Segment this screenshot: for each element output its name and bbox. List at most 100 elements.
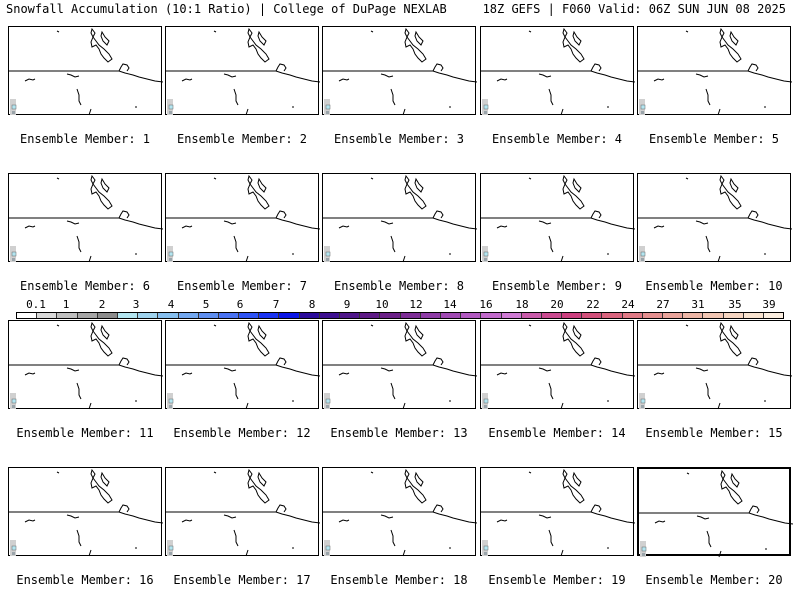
- member-map: [323, 468, 477, 557]
- snowfall-shading: [482, 540, 489, 556]
- legend-swatch: [319, 313, 340, 318]
- member-label: Ensemble Member: 9: [491, 279, 623, 293]
- member-map: [9, 321, 163, 410]
- member-map-panel[interactable]: [165, 467, 320, 557]
- member-label: Ensemble Member: 2: [176, 132, 308, 146]
- legend-swatch: [723, 313, 744, 318]
- member-map-panel[interactable]: [480, 173, 635, 263]
- member-label: Ensemble Member: 16: [16, 573, 154, 587]
- member-label: Ensemble Member: 3: [333, 132, 465, 146]
- legend-swatch: [158, 313, 179, 318]
- run-info: 18Z GEFS | F060 Valid: 06Z SUN JUN 08 20…: [482, 2, 786, 16]
- snowfall-shading: [324, 393, 331, 409]
- member-map: [481, 321, 635, 410]
- member-map-panel[interactable]: [8, 467, 163, 557]
- legend-swatch: [440, 313, 462, 318]
- legend-label: 20: [550, 298, 564, 311]
- legend-swatch: [57, 313, 78, 318]
- member-map: [638, 321, 792, 410]
- member-map-panel[interactable]: [322, 173, 477, 263]
- legend-swatch: [743, 313, 764, 318]
- legend-swatch: [400, 313, 421, 318]
- legend-swatch: [562, 313, 583, 318]
- legend-label: 24: [621, 298, 635, 311]
- legend-swatch: [582, 313, 603, 318]
- member-map-panel[interactable]: [480, 26, 635, 116]
- member-label: Ensemble Member: 1: [19, 132, 151, 146]
- member-label: Ensemble Member: 7: [176, 279, 308, 293]
- member-map-panel[interactable]: [322, 320, 477, 410]
- snowfall-shading: [10, 246, 17, 262]
- legend-label: 31: [691, 298, 705, 311]
- legend-swatch: [683, 313, 704, 318]
- legend-label: 18: [515, 298, 529, 311]
- member-map: [9, 468, 163, 557]
- member-map-panel[interactable]: [8, 320, 163, 410]
- legend-swatch: [763, 313, 784, 318]
- member-map-panel[interactable]: [480, 467, 635, 557]
- legend-swatch: [420, 313, 441, 318]
- member-label: Ensemble Member: 5: [648, 132, 780, 146]
- legend-swatch: [541, 313, 563, 318]
- legend-swatch: [17, 313, 38, 318]
- legend-label: 16: [479, 298, 493, 311]
- legend-label: 27: [656, 298, 670, 311]
- member-map-panel[interactable]: [165, 173, 320, 263]
- member-label: Ensemble Member: 18: [330, 573, 468, 587]
- legend-swatch: [380, 313, 401, 318]
- member-map-panel[interactable]: [322, 467, 477, 557]
- member-map-panel[interactable]: [165, 26, 320, 116]
- legend-label: 8: [308, 298, 316, 311]
- member-map-panel[interactable]: [480, 320, 635, 410]
- legend-label: 7: [272, 298, 280, 311]
- legend-label: 6: [236, 298, 244, 311]
- member-map: [166, 468, 320, 557]
- legend-swatch: [622, 313, 643, 318]
- member-label: Ensemble Member: 17: [173, 573, 311, 587]
- member-map: [323, 174, 477, 263]
- member-label: Ensemble Member: 15: [645, 426, 783, 440]
- member-label: Ensemble Member: 6: [19, 279, 151, 293]
- member-map-panel[interactable]: [637, 467, 793, 558]
- snowfall-shading: [324, 99, 331, 115]
- legend-swatch: [198, 313, 219, 318]
- legend-swatch: [178, 313, 199, 318]
- legend-label: 12: [409, 298, 423, 311]
- legend-swatch: [340, 313, 361, 318]
- legend-label: 3: [132, 298, 140, 311]
- member-map-panel[interactable]: [165, 320, 320, 410]
- member-label: Ensemble Member: 11: [16, 426, 154, 440]
- member-map: [323, 321, 477, 410]
- legend-swatch: [77, 313, 98, 318]
- member-map-panel[interactable]: [8, 173, 163, 263]
- member-map: [166, 174, 320, 263]
- legend-swatch: [481, 313, 502, 318]
- member-map: [638, 27, 792, 116]
- snowfall-shading: [482, 393, 489, 409]
- member-map: [481, 174, 635, 263]
- legend-swatch: [259, 313, 280, 318]
- snowfall-shading: [167, 540, 174, 556]
- member-label: Ensemble Member: 19: [488, 573, 626, 587]
- snowfall-shading: [10, 99, 17, 115]
- member-map-panel[interactable]: [637, 173, 792, 263]
- snowfall-shading: [324, 246, 331, 262]
- snowfall-shading: [324, 540, 331, 556]
- member-label: Ensemble Member: 13: [330, 426, 468, 440]
- member-map-panel[interactable]: [637, 26, 792, 116]
- legend-swatch: [602, 313, 623, 318]
- legend-swatch: [117, 313, 139, 318]
- member-label: Ensemble Member: 20: [645, 573, 783, 587]
- member-map-panel[interactable]: [637, 320, 792, 410]
- member-label: Ensemble Member: 14: [488, 426, 626, 440]
- snowfall-shading: [482, 246, 489, 262]
- legend-label: 10: [375, 298, 389, 311]
- snowfall-shading: [10, 393, 17, 409]
- snowfall-shading: [167, 99, 174, 115]
- member-map: [639, 469, 793, 558]
- legend-label: 1: [62, 298, 70, 311]
- member-map-panel[interactable]: [8, 26, 163, 116]
- legend-label: 14: [443, 298, 457, 311]
- member-map-panel[interactable]: [322, 26, 477, 116]
